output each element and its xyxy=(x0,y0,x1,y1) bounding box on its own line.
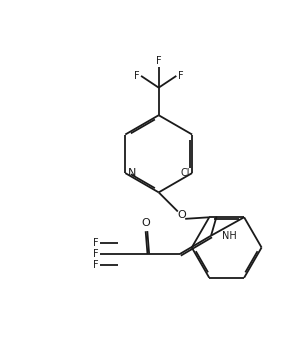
Text: N: N xyxy=(128,168,136,178)
Text: F: F xyxy=(93,238,98,248)
Text: Cl: Cl xyxy=(180,168,190,178)
Text: F: F xyxy=(93,249,98,259)
Text: F: F xyxy=(93,260,98,270)
Text: F: F xyxy=(156,56,162,66)
Text: F: F xyxy=(178,71,184,81)
Text: F: F xyxy=(134,71,139,81)
Text: O: O xyxy=(141,218,150,228)
Text: NH: NH xyxy=(222,231,237,241)
Text: O: O xyxy=(177,210,186,220)
